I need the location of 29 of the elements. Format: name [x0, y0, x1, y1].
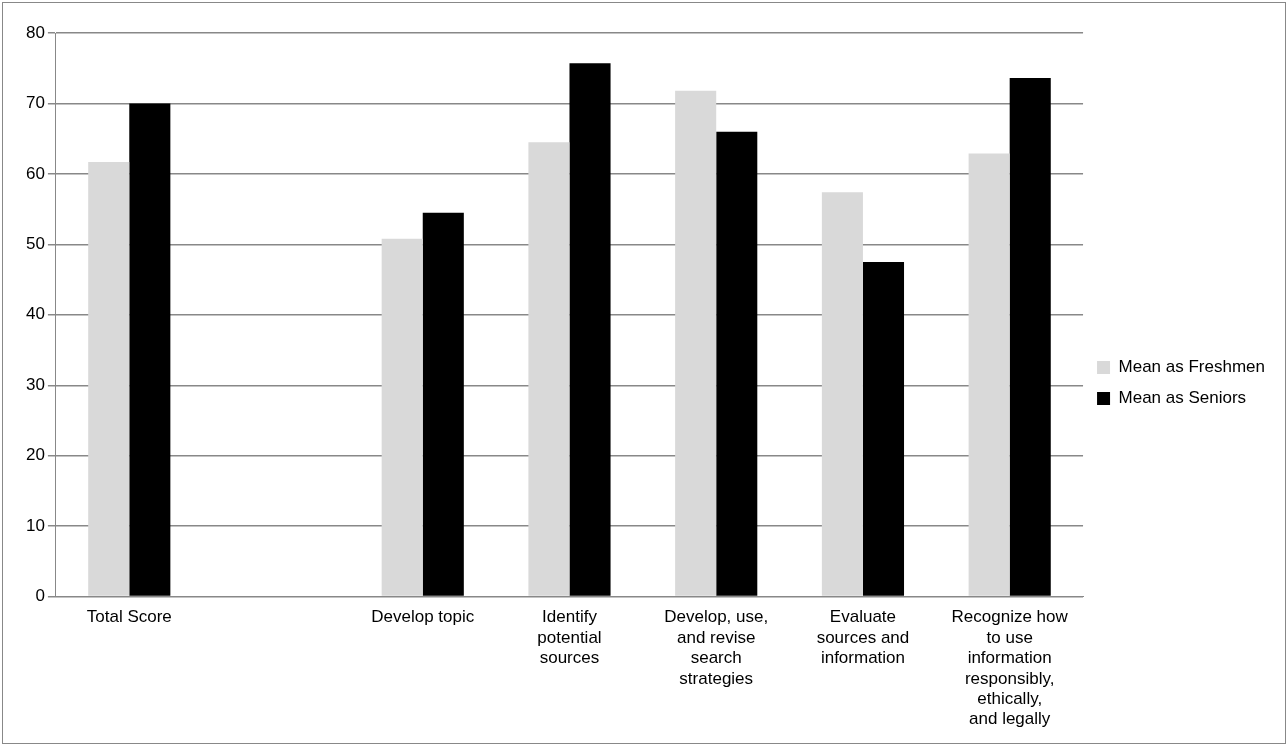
- y-tick-label: 70: [25, 93, 45, 113]
- legend-label: Mean as Seniors: [1118, 388, 1247, 408]
- x-tick-label: Develop topic: [371, 607, 475, 627]
- bar: [716, 131, 758, 596]
- y-tick-label: 60: [25, 163, 45, 183]
- x-tick-label: Recognize how to use information responsibly, ethically, and legally: [951, 607, 1069, 729]
- x-tick-label: Evaluate sources and information: [816, 607, 910, 668]
- bar: [381, 238, 423, 596]
- bar: [862, 261, 905, 596]
- legend-label: Mean as Freshmen: [1118, 357, 1265, 377]
- y-tick-label: 80: [25, 22, 45, 42]
- x-tick-label: Total Score: [86, 607, 172, 627]
- y-tick-label: 0: [35, 586, 45, 606]
- bar: [569, 63, 611, 596]
- bar: [528, 142, 570, 596]
- y-tick-label: 50: [25, 234, 45, 254]
- y-tick-label: 30: [25, 374, 45, 394]
- bar: [422, 212, 464, 596]
- y-tick-label: 40: [25, 304, 45, 324]
- bar: [88, 161, 130, 596]
- bar: [675, 90, 717, 596]
- bar: [968, 153, 1010, 596]
- y-tick-label: 20: [25, 445, 45, 465]
- bar: [1009, 78, 1051, 596]
- bar: [821, 192, 863, 596]
- x-tick-label: Identify potential sources: [537, 607, 602, 668]
- y-tick-label: 10: [25, 515, 45, 535]
- bar: [129, 103, 171, 596]
- x-tick-label: Develop, use, and revise search strategies: [664, 607, 769, 688]
